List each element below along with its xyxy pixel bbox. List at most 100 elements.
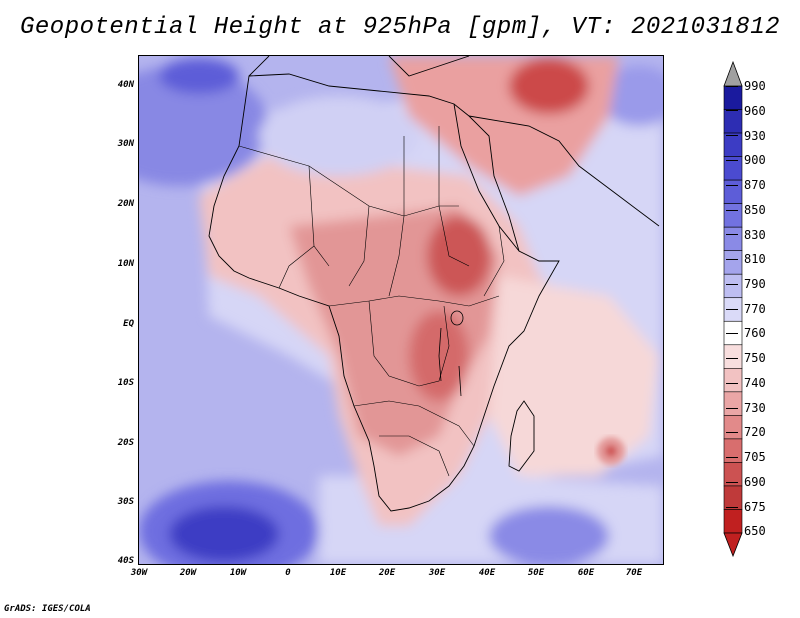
colorbar-cell [723, 109, 743, 134]
mediterranean-north-coast [388, 56, 470, 77]
colorbar-cell [723, 415, 743, 440]
border-sahara [238, 145, 459, 217]
colorbar-label-790: 790 [744, 277, 766, 291]
colorbar-label-705: 705 [744, 450, 766, 464]
colorbar-tick [726, 135, 738, 136]
border-south-africa [379, 435, 450, 477]
field-sahara-high [259, 96, 419, 176]
border-west [278, 245, 315, 289]
colorbar-tick [726, 210, 738, 211]
credit-text: GrADS: IGES/COLA [4, 604, 91, 614]
colorbar-label-720: 720 [744, 425, 766, 439]
colorbar [723, 60, 743, 558]
field-middle-east-core [509, 58, 589, 114]
lon-label-20w: 20W [179, 568, 197, 578]
lakes [438, 310, 464, 397]
africa-coastline [208, 73, 560, 512]
lat-label-eq: EQ [123, 319, 134, 329]
iberia-coast [248, 56, 270, 77]
colorbar-tick [726, 160, 738, 161]
colorbar-label-770: 770 [744, 302, 766, 316]
colorbar-cell [723, 226, 743, 251]
field-low-northwest-core [159, 58, 239, 94]
field-mascarene-core [605, 445, 617, 457]
colorbar-bottom-arrow [723, 532, 743, 558]
lon-label-50e: 50E [527, 568, 545, 578]
colorbar-tick [726, 333, 738, 334]
lake-malawi [458, 365, 462, 397]
colorbar-label-960: 960 [744, 104, 766, 118]
field-low-southwest-core [169, 506, 279, 562]
colorbar-cells [723, 85, 743, 534]
colorbar-cell [723, 438, 743, 463]
colorbar-label-690: 690 [744, 475, 766, 489]
colorbar-label-850: 850 [744, 203, 766, 217]
colorbar-cell [723, 391, 743, 416]
lat-label-40n: 40N [117, 80, 134, 90]
border-niger [348, 205, 370, 287]
field-low-southeast [489, 506, 609, 564]
red-sea-coast [453, 103, 520, 252]
colorbar-cell [723, 85, 743, 110]
colorbar-tick [726, 309, 738, 310]
colorbar-tick [726, 284, 738, 285]
country-borders [238, 126, 505, 477]
geopotential-field [139, 56, 663, 564]
colorbar-label-740: 740 [744, 376, 766, 390]
map-panel [138, 55, 664, 565]
border-chad [388, 136, 405, 297]
colorbar-cell [723, 509, 743, 534]
field-low-northwest [139, 66, 269, 186]
colorbar-label-810: 810 [744, 252, 766, 266]
colorbar-label-650: 650 [744, 524, 766, 538]
colorbar-tick [726, 432, 738, 433]
lon-label-20e: 20E [378, 568, 396, 578]
colorbar-cell [723, 132, 743, 157]
lat-label-30n: 30N [117, 139, 134, 149]
chart-title: Geopotential Height at 925hPa [gpm], VT:… [19, 14, 781, 41]
border-drc [368, 300, 450, 387]
lon-label-0: 0 [285, 568, 291, 578]
coastlines [208, 56, 660, 512]
field-low-northeast [599, 66, 663, 126]
colorbar-tick [726, 482, 738, 483]
lon-label-30e: 30E [428, 568, 446, 578]
colorbar-tick [726, 383, 738, 384]
border-south [353, 400, 475, 447]
colorbar-tick [726, 234, 738, 235]
madagascar-coastline [508, 400, 535, 472]
lon-label-70e: 70E [625, 568, 643, 578]
colorbar-cell [723, 203, 743, 228]
field-ethiopia-core [427, 216, 491, 296]
colorbar-tick [726, 457, 738, 458]
colorbar-label-990: 990 [744, 79, 766, 93]
colorbar-label-930: 930 [744, 129, 766, 143]
arabia-coast [468, 115, 660, 227]
colorbar-cell [723, 485, 743, 510]
lat-label-10s: 10S [117, 378, 134, 388]
lon-label-30w: 30W [130, 568, 148, 578]
colorbar-cell [723, 344, 743, 369]
colorbar-cell [723, 179, 743, 204]
colorbar-label-750: 750 [744, 351, 766, 365]
colorbar-label-760: 760 [744, 326, 766, 340]
lon-label-10w: 10W [229, 568, 247, 578]
lat-label-40s: 40S [117, 556, 134, 566]
colorbar-tick [726, 185, 738, 186]
lat-label-30s: 30S [117, 497, 134, 507]
colorbar-top-arrow [723, 60, 743, 87]
border-central [328, 295, 500, 307]
lat-label-20s: 20S [117, 438, 134, 448]
lake-victoria [450, 310, 464, 326]
colorbar-label-830: 830 [744, 228, 766, 242]
lon-label-60e: 60E [577, 568, 595, 578]
colorbar-tick [726, 507, 738, 508]
colorbar-cell [723, 368, 743, 393]
field-indian-ocean-tongue [489, 276, 659, 476]
lon-label-10e: 10E [329, 568, 347, 578]
border-sudan [438, 126, 470, 267]
colorbar-tick [726, 408, 738, 409]
colorbar-label-870: 870 [744, 178, 766, 192]
colorbar-label-675: 675 [744, 500, 766, 514]
lat-label-10n: 10N [117, 259, 134, 269]
